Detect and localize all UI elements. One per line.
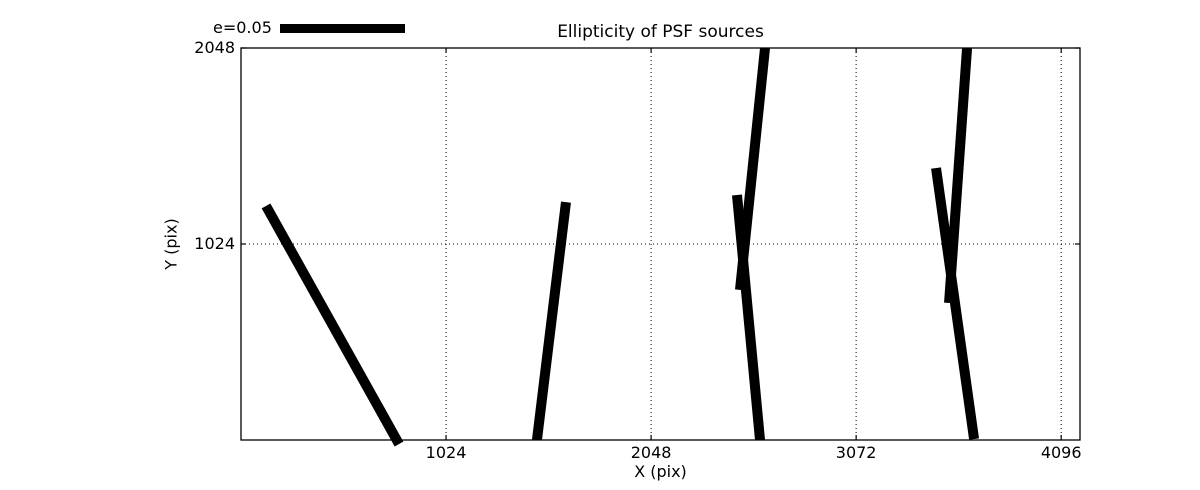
x-axis-label: X (pix) xyxy=(634,462,687,481)
ellipticity-whisker xyxy=(732,194,765,441)
y-axis-label: Y (pix) xyxy=(161,218,181,270)
legend: e=0.05 xyxy=(213,19,405,37)
x-tick-label: 3072 xyxy=(835,443,877,462)
ellipticity-whisker xyxy=(931,167,980,440)
axes-box xyxy=(240,47,1081,441)
chart-title: Ellipticity of PSF sources xyxy=(557,22,764,42)
y-tick-label: 1024 xyxy=(194,234,235,253)
legend-label: e=0.05 xyxy=(213,18,272,37)
x-tick-label: 2048 xyxy=(630,443,672,462)
x-tick-label: 4096 xyxy=(1040,443,1082,462)
x-tick-label: 1024 xyxy=(425,443,467,462)
y-tick-label: 2048 xyxy=(194,38,235,57)
ellipticity-whisker xyxy=(261,203,404,447)
legend-scale-bar-icon xyxy=(279,23,405,33)
ellipticity-whisker xyxy=(531,201,571,441)
